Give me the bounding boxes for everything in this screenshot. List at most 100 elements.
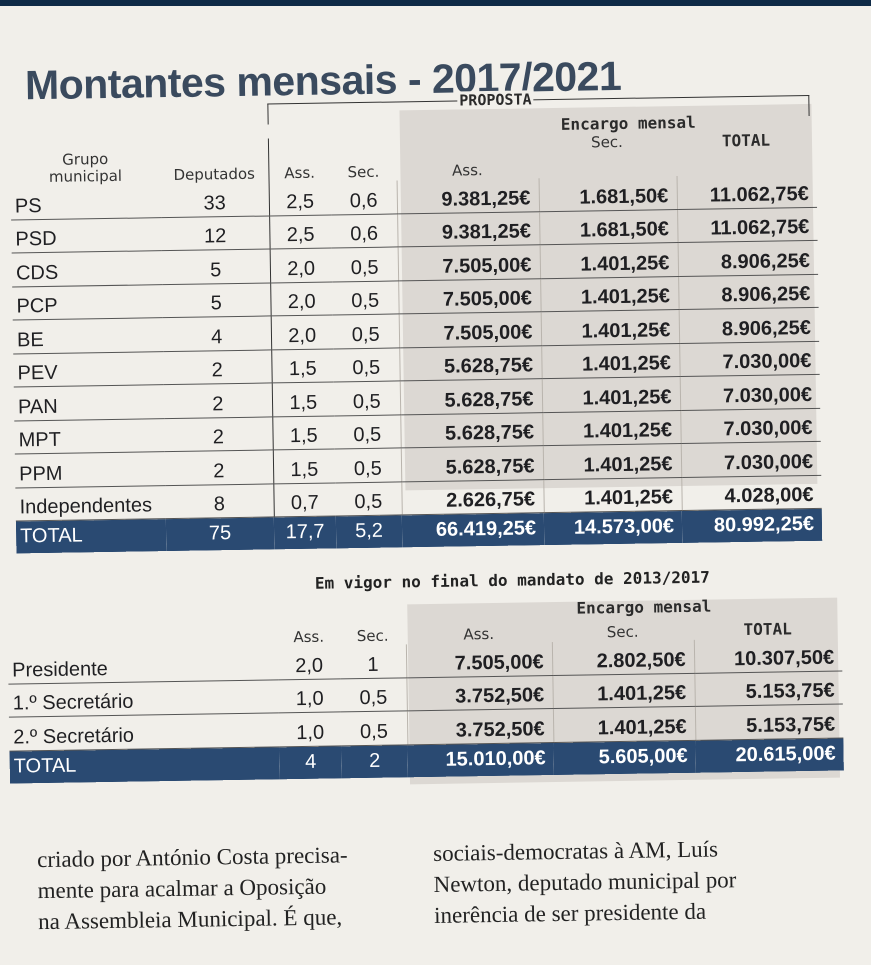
page-top-strip — [0, 0, 871, 6]
sec-cell: 1 — [339, 644, 407, 679]
enc-sec-cell: 1.681,50€ — [538, 176, 678, 212]
total-cell: 80.992,25€ — [681, 508, 823, 544]
deputados-cell: 8 — [165, 483, 274, 519]
grupo-cell: BE — [12, 317, 164, 354]
deputados-cell: 12 — [161, 215, 270, 251]
enc-sec-cell: 1.401,25€ — [541, 376, 681, 413]
ass-cell: 2,0 — [270, 281, 333, 316]
sec-cell: 0,5 — [332, 280, 399, 315]
enc-ass-cell: 5.628,75€ — [399, 345, 542, 381]
enc-ass-header: Ass. — [451, 161, 483, 180]
sec-cell: 0,5 — [334, 414, 401, 449]
grupo-cell: PS — [10, 184, 162, 220]
ass-header: Ass. — [284, 163, 316, 183]
sec-cell: 0,6 — [330, 180, 398, 215]
sec-header-2: Sec. — [356, 626, 389, 646]
enc-ass-cell: 5.628,75€ — [400, 412, 543, 448]
total-label: TOTAL — [9, 746, 280, 784]
grupo-cell: PEV — [13, 351, 164, 387]
enc-ass-cell: 2.626,75€ — [401, 479, 544, 515]
grupo-cell: MPT — [14, 418, 165, 454]
deputados-cell: 33 — [160, 182, 270, 218]
deputados-header: Deputados — [159, 138, 269, 185]
total-cell: 8.906,25€ — [677, 240, 819, 277]
sec-cell: 0,5 — [333, 347, 400, 382]
total-cell: 5.153,75€ — [694, 670, 843, 707]
enc-ass-cell: 9.381,25€ — [397, 211, 540, 247]
grupo-municipal-header: Grupo municipal — [48, 149, 123, 186]
total-cell: 11.062,75€ — [677, 206, 818, 243]
cargo-cell: 1.º Secretário — [8, 679, 279, 718]
sec-cell: 0,5 — [333, 380, 401, 416]
ass-cell: 2,5 — [268, 181, 332, 216]
total-cell: 8.906,25€ — [678, 307, 820, 344]
enc-sec-cell: 5.605,00€ — [553, 739, 696, 775]
grupo-cell: PCP — [12, 284, 163, 321]
sec-cell: 2 — [341, 744, 408, 778]
proposta-label: PROPOSTA — [457, 90, 534, 110]
grupo-cell: PAN — [13, 384, 165, 421]
deputados-cell: 5 — [162, 282, 271, 318]
cargo-cell: 2.º Secretário — [8, 712, 280, 751]
enc-ass-cell: 7.505,00€ — [405, 642, 553, 678]
enc-ass-cell: 5.628,75€ — [399, 378, 543, 415]
ass-cell: 2,0 — [269, 247, 333, 283]
total-cell: 11.062,75€ — [676, 173, 818, 210]
article-line: na Assembleia Municipal. É que, — [37, 904, 343, 935]
deputados-cell: 2 — [163, 382, 273, 419]
article-line: criado por António Costa precisa- — [36, 842, 348, 873]
ass-cell: 4 — [279, 745, 342, 779]
total-cell: 7.030,00€ — [680, 407, 821, 444]
current-mandate-table: Encargo mensal Ass. Sec. Ass. Sec. TOTAL… — [7, 588, 844, 784]
sec-cell: 0,6 — [331, 213, 398, 248]
enc-ass-header-2: Ass. — [463, 624, 495, 644]
total-cell: 7.030,00€ — [680, 441, 822, 478]
cargo-cell: Presidente — [7, 646, 279, 684]
total-cell: 7.030,00€ — [679, 340, 820, 377]
deputados-cell: 2 — [163, 349, 272, 385]
total-header: TOTAL — [721, 130, 771, 151]
deputados-cell: 5 — [161, 248, 271, 285]
sec-cell: 0,5 — [340, 710, 408, 746]
grupo-cell: PPM — [14, 451, 166, 488]
total-cell: 7.030,00€ — [679, 374, 821, 411]
ass-cell: 1,5 — [271, 348, 334, 383]
ass-cell: 1,5 — [271, 381, 335, 417]
enc-sec-header: Sec. — [590, 132, 624, 152]
enc-ass-cell: 7.505,00€ — [398, 278, 541, 314]
ass-cell: 1,0 — [278, 678, 341, 713]
ass-cell: 0,7 — [273, 482, 336, 517]
sec-cell: 0,5 — [340, 677, 407, 712]
article-line: inerência de ser presidente da — [433, 898, 707, 928]
deputados-cell: 4 — [162, 315, 272, 352]
enc-sec-cell: 1.401,25€ — [552, 672, 695, 709]
total-cell: 10.307,50€ — [693, 637, 843, 673]
ass-cell: 1,0 — [278, 711, 342, 747]
enc-sec-cell: 1.401,25€ — [542, 443, 682, 480]
enc-sec-cell: 1.401,25€ — [539, 242, 679, 279]
enc-ass-cell: 7.505,00€ — [397, 244, 541, 281]
enc-ass-cell: 15.010,00€ — [407, 742, 554, 777]
enc-sec-cell: 1.401,25€ — [552, 706, 696, 743]
enc-sec-cell: 14.573,00€ — [543, 510, 683, 546]
enc-ass-cell: 3.752,50€ — [406, 708, 554, 745]
enc-sec-cell: 1.401,25€ — [543, 477, 682, 513]
grupo-cell: PSD — [11, 217, 162, 254]
total-cell: 20.615,00€ — [695, 737, 844, 773]
enc-ass-cell: 3.752,50€ — [406, 675, 553, 711]
sec-header: Sec. — [347, 162, 380, 182]
sec-cell: 5,2 — [335, 514, 403, 549]
article-column-1: criado por António Costa precisa- mente … — [37, 839, 349, 937]
enc-sec-cell: 1.401,25€ — [542, 410, 681, 446]
article-line: Newton, deputado municipal por — [433, 867, 737, 897]
grupo-cell: Independentes — [15, 485, 166, 521]
total-header-2: TOTAL — [743, 619, 792, 640]
deputados-cell: 2 — [164, 416, 273, 452]
enc-ass-cell: 66.419,25€ — [401, 512, 545, 548]
grupo-cell: CDS — [11, 250, 163, 287]
total-cell: 8.906,25€ — [678, 273, 819, 310]
deputados-cell: 75 — [165, 516, 275, 552]
enc-sec-cell: 2.802,50€ — [551, 639, 695, 676]
enc-sec-header-2: Sec. — [606, 622, 639, 642]
